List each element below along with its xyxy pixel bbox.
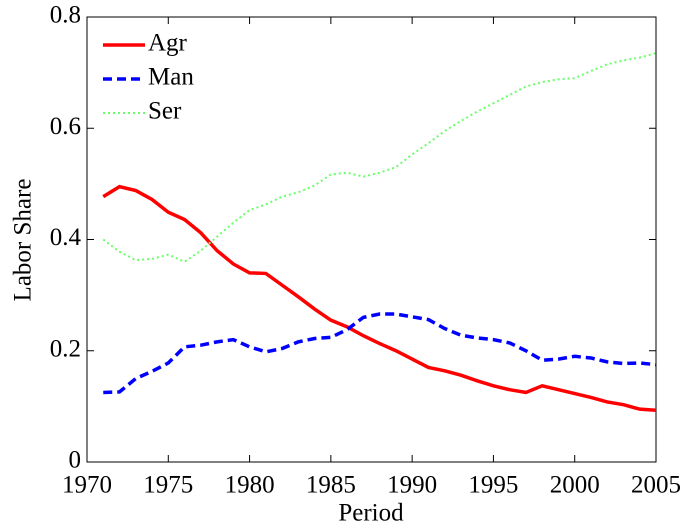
legend-label: Agr: [148, 30, 188, 57]
x-tick-label: 2000: [550, 472, 600, 499]
y-tick-label: 0: [69, 447, 82, 474]
data-line: [103, 312, 657, 395]
y-tick-label: 0.6: [50, 113, 81, 140]
y-tick-label: 0.4: [50, 224, 82, 251]
x-tick-label: 1970: [62, 472, 112, 499]
data-line: [102, 184, 657, 413]
x-tick-label: 1995: [468, 472, 518, 499]
y-axis-label: Labor Share: [10, 179, 37, 302]
x-tick-label: 1985: [306, 472, 356, 499]
plot-frame: [86, 16, 657, 463]
x-tick-label: 2005: [631, 472, 681, 499]
x-axis-label: Period: [338, 500, 404, 527]
y-tick-label: 0.8: [50, 2, 81, 29]
legend-label: Ser: [148, 98, 182, 125]
x-tick-label: 1990: [387, 472, 437, 499]
x-tick-label: 1975: [143, 472, 193, 499]
legend-label: Man: [148, 64, 194, 91]
data-line: [102, 52, 657, 263]
y-tick-label: 0.2: [50, 335, 81, 362]
x-tick-label: 1980: [225, 472, 275, 499]
